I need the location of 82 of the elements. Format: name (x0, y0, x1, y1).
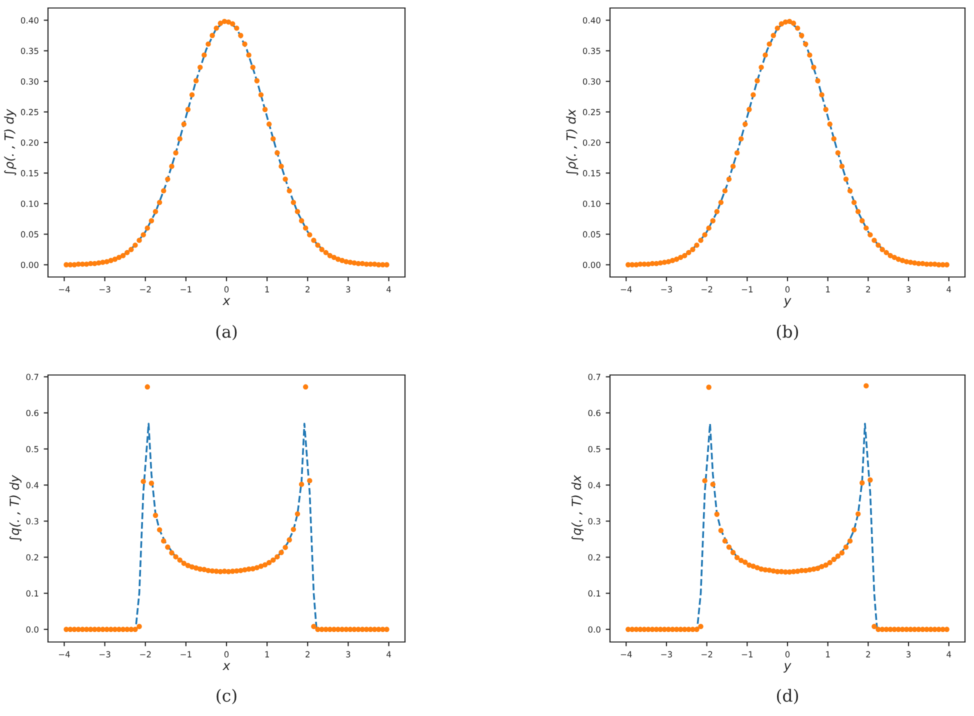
y-tick-label: 0.1 (26, 590, 38, 597)
y-tick-label: 0.2 (26, 554, 38, 560)
y-tick-label: 0.00 (582, 262, 600, 268)
y-tick-label: 0.05 (20, 231, 38, 238)
y-tick-label: 0.6 (588, 410, 600, 416)
text: (d) (776, 688, 798, 704)
y-tick-label: 0.15 (20, 170, 38, 176)
x-tick-label: 0 (224, 286, 229, 292)
y-tick-label: 0.05 (582, 231, 600, 238)
y-axis-title: ∫q(. , T) dy (9, 474, 22, 542)
x-axis-title: y (783, 663, 792, 673)
x-tick-label: 2 (306, 651, 310, 658)
y-tick-label: 0.10 (582, 200, 600, 207)
y-axis-title: ∫q(. , T) dx (571, 474, 584, 542)
x-tick-label: −2 (140, 651, 151, 658)
text: (a) (216, 324, 237, 340)
x-tick-label: −4 (620, 286, 632, 292)
x-tick-label: 4 (386, 286, 391, 292)
x-tick-label: 4 (946, 651, 952, 658)
x-tick-label: −3 (661, 651, 672, 658)
x-tick-label: 2 (306, 286, 310, 292)
y-tick-label: 0.25 (582, 108, 600, 116)
x-tick-label: 3 (346, 651, 350, 658)
y-tick-label: 0.5 (588, 446, 600, 452)
x-tick-label: 0 (785, 286, 790, 292)
x-tick-label: 3 (906, 286, 911, 292)
x-tick-label: −3 (100, 286, 110, 292)
y-tick-label: 0.35 (582, 48, 600, 54)
x-tick-label: −2 (140, 286, 151, 292)
x-tick-label: 2 (866, 651, 870, 658)
x-tick-label: −2 (702, 286, 712, 292)
y-tick-label: 0.30 (582, 78, 600, 85)
x-tick-label: 4 (946, 286, 952, 292)
y-tick-label: 0.5 (26, 446, 38, 452)
x-tick-label: −1 (742, 286, 753, 292)
x-axis-title: x (222, 298, 230, 305)
x-tick-label: −4 (58, 286, 70, 292)
y-tick-label: 0.35 (20, 48, 38, 54)
y-axis-title: ∫ρ(. , T) dy (4, 108, 16, 176)
x-axis-title: y (783, 298, 792, 308)
y-tick-label: 0.2 (588, 554, 600, 560)
x-tick-label: −3 (100, 651, 110, 658)
y-tick-label: 0.1 (588, 590, 600, 597)
y-tick-label: 0.0 (588, 626, 600, 633)
y-tick-label: 0.3 (26, 518, 38, 524)
y-tick-label: 0.40 (582, 17, 600, 24)
x-tick-label: 3 (906, 651, 911, 658)
x-tick-label: 2 (866, 286, 870, 292)
x-tick-label: −1 (180, 651, 192, 658)
x-tick-label: −1 (180, 286, 192, 292)
y-tick-label: 0.7 (588, 374, 600, 380)
x-axis-title: x (222, 663, 230, 670)
y-tick-label: 0.0 (26, 626, 38, 633)
text: (b) (776, 324, 798, 340)
x-tick-label: −4 (620, 651, 632, 658)
text: (c) (216, 688, 236, 704)
y-tick-label: 0.00 (20, 262, 38, 268)
y-tick-label: 0.3 (588, 518, 600, 524)
y-tick-label: 0.30 (20, 78, 38, 85)
y-tick-label: 0.40 (20, 17, 38, 24)
x-tick-label: −1 (742, 651, 753, 658)
y-tick-label: 0.15 (582, 170, 600, 176)
y-tick-label: 0.10 (20, 200, 38, 207)
y-tick-label: 0.4 (26, 482, 39, 488)
x-tick-label: −2 (702, 651, 712, 658)
x-tick-label: −4 (58, 651, 70, 658)
x-tick-label: 3 (346, 286, 350, 292)
x-tick-label: 0 (785, 651, 790, 658)
y-tick-label: 0.4 (588, 482, 601, 488)
y-tick-label: 0.20 (20, 139, 38, 146)
y-tick-label: 0.6 (26, 410, 38, 416)
y-tick-label: 0.7 (26, 374, 38, 380)
x-tick-label: 1 (826, 651, 830, 658)
x-tick-label: 1 (265, 651, 269, 658)
y-axis-title: ∫ρ(. , T) dx (566, 108, 578, 176)
x-tick-label: 1 (826, 286, 830, 292)
x-tick-label: 4 (386, 651, 391, 658)
x-tick-label: 1 (265, 286, 269, 292)
y-tick-label: 0.25 (20, 108, 38, 116)
y-tick-label: 0.20 (582, 139, 600, 146)
x-tick-label: 0 (224, 651, 229, 658)
x-tick-label: −3 (661, 286, 672, 292)
